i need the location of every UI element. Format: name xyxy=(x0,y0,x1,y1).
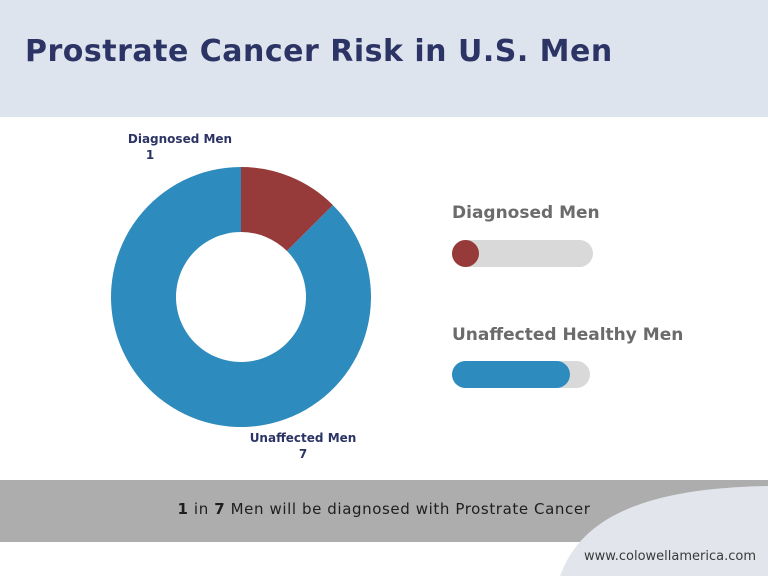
footer-num-2: 7 xyxy=(214,500,226,518)
legend-bar-unaffected-fill xyxy=(452,361,570,388)
legend-label-unaffected: Unaffected Healthy Men xyxy=(452,325,684,345)
legend-bar-diagnosed-fill xyxy=(452,240,479,267)
footer-num-1: 1 xyxy=(177,500,189,518)
footer-text-mid: in xyxy=(188,500,215,518)
donut-slice-diagnosed-men xyxy=(241,167,333,252)
donut-label-unaffected: Unaffected Men 7 xyxy=(243,430,363,462)
footer-statement: 1 in 7 Men will be diagnosed with Prostr… xyxy=(0,500,768,518)
donut-label-diagnosed-value: 1 xyxy=(145,148,155,162)
donut-label-unaffected-name: Unaffected Men xyxy=(249,431,357,445)
donut-label-unaffected-value: 7 xyxy=(298,447,308,461)
legend-bar-diagnosed xyxy=(452,240,593,267)
legend-bar-unaffected xyxy=(452,361,590,388)
donut-label-diagnosed-name: Diagnosed Men xyxy=(127,132,233,146)
page-title: Prostrate Cancer Risk in U.S. Men xyxy=(25,34,613,69)
website-url: www.colowellamerica.com xyxy=(584,549,756,564)
donut-slice-unaffected-men xyxy=(111,167,372,427)
legend-label-diagnosed: Diagnosed Men xyxy=(452,203,600,223)
footer-text-rest: Men will be diagnosed with Prostrate Can… xyxy=(225,500,591,518)
header-banner: Prostrate Cancer Risk in U.S. Men xyxy=(0,0,768,117)
donut-chart xyxy=(111,167,372,427)
donut-label-diagnosed: Diagnosed Men 1 xyxy=(120,131,240,163)
decorative-wave xyxy=(560,486,768,576)
